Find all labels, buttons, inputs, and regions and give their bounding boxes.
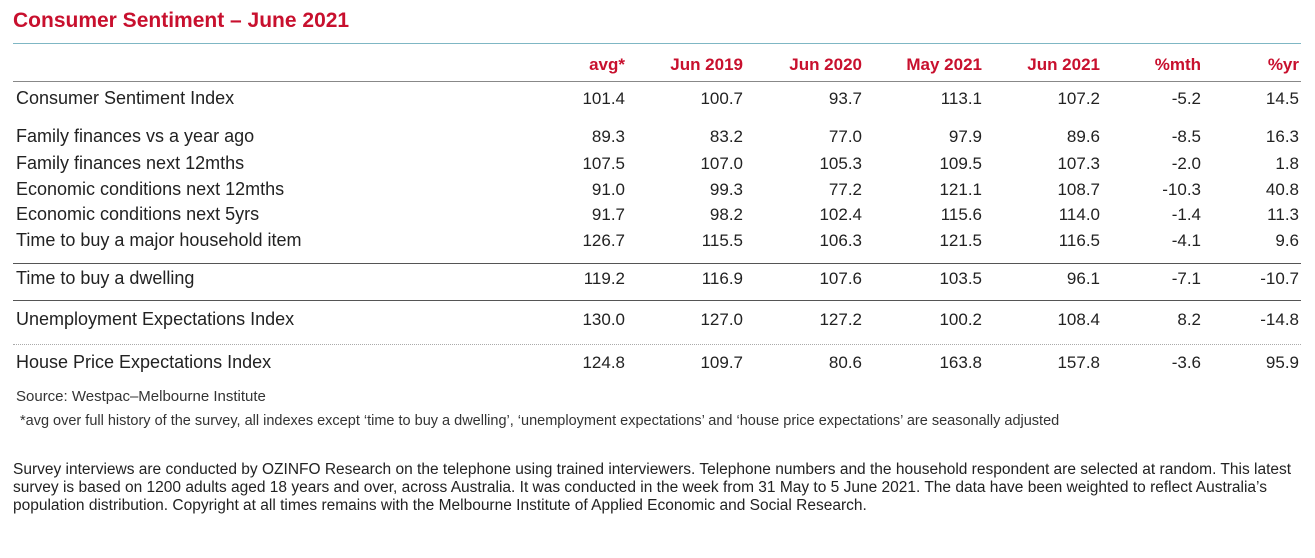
cell-jun-2021: 114.0	[1058, 205, 1100, 224]
cell-pct-mth: -2.0	[1171, 154, 1201, 173]
cell-avg: 107.5	[582, 154, 625, 173]
row-label: Economic conditions next 5yrs	[16, 204, 260, 224]
cell-jun-2020: 77.2	[828, 180, 862, 199]
table-row: Economic conditions next 5yrs 91.7 98.2 …	[0, 204, 1315, 226]
cell-pct-yr: 1.8	[1275, 154, 1299, 173]
row-label: Unemployment Expectations Index	[16, 309, 295, 329]
cell-jun-2020: 102.4	[819, 205, 862, 224]
cell-pct-mth: -1.4	[1171, 205, 1201, 224]
column-header-jun-2019: Jun 2019	[670, 55, 743, 74]
cell-jun-2019: 100.7	[700, 89, 743, 108]
table-row: Family finances next 12mths 107.5 107.0 …	[0, 153, 1315, 175]
cell-pct-yr: 9.6	[1275, 231, 1299, 250]
table-row: Unemployment Expectations Index 130.0 12…	[0, 309, 1315, 331]
footnote: *avg over full history of the survey, al…	[20, 413, 1060, 429]
row-label: House Price Expectations Index	[16, 352, 272, 372]
row-label: Consumer Sentiment Index	[16, 88, 235, 108]
cell-pct-mth: -5.2	[1171, 89, 1201, 108]
table-row: Time to buy a major household item 126.7…	[0, 230, 1315, 252]
column-header-jun-2021: Jun 2021	[1027, 55, 1100, 74]
row-divider	[13, 263, 1301, 264]
cell-jun-2019: 83.2	[709, 127, 743, 146]
cell-jun-2021: 108.4	[1057, 310, 1100, 329]
cell-avg: 89.3	[591, 127, 625, 146]
cell-jun-2021: 157.8	[1057, 353, 1100, 372]
cell-jun-2021: 89.6	[1066, 127, 1100, 146]
cell-jun-2019: 98.2	[709, 205, 743, 224]
header-divider	[13, 81, 1301, 82]
cell-may-2021: 115.6	[940, 205, 982, 224]
cell-pct-mth: -10.3	[1162, 180, 1201, 199]
cell-pct-yr: 40.8	[1265, 180, 1299, 199]
cell-jun-2021: 107.2	[1057, 89, 1100, 108]
cell-jun-2021: 96.1	[1066, 269, 1100, 288]
cell-pct-yr: -10.7	[1260, 269, 1299, 288]
cell-avg: 119.2	[583, 269, 625, 288]
row-label: Economic conditions next 12mths	[16, 179, 285, 199]
row-label: Time to buy a dwelling	[16, 268, 195, 288]
cell-jun-2019: 99.3	[709, 180, 743, 199]
cell-may-2021: 113.1	[940, 89, 982, 108]
cell-jun-2020: 105.3	[819, 154, 862, 173]
cell-may-2021: 103.5	[939, 269, 982, 288]
cell-jun-2021: 107.3	[1057, 154, 1100, 173]
column-header-pct-yr: %yr	[1267, 55, 1299, 74]
table-row: Family finances vs a year ago 89.3 83.2 …	[0, 126, 1315, 148]
cell-pct-mth: -3.6	[1171, 353, 1201, 372]
cell-pct-yr: 16.3	[1265, 127, 1299, 146]
cell-may-2021: 100.2	[939, 310, 982, 329]
cell-avg: 130.0	[582, 310, 625, 329]
cell-jun-2020: 127.2	[819, 310, 862, 329]
cell-jun-2020: 106.3	[819, 231, 862, 250]
row-divider	[13, 300, 1301, 301]
cell-jun-2021: 108.7	[1057, 180, 1100, 199]
row-label: Family finances vs a year ago	[16, 126, 255, 146]
cell-jun-2019: 107.0	[700, 154, 743, 173]
row-label: Family finances next 12mths	[16, 153, 245, 173]
cell-jun-2019: 109.7	[700, 353, 743, 372]
cell-avg: 91.0	[591, 180, 625, 199]
cell-jun-2019: 127.0	[700, 310, 743, 329]
column-header-may-2021: May 2021	[906, 55, 982, 74]
cell-avg: 101.4	[582, 89, 625, 108]
cell-pct-mth: 8.2	[1177, 310, 1201, 329]
cell-avg: 126.7	[582, 231, 625, 250]
cell-jun-2019: 116.9	[701, 269, 743, 288]
table-row: House Price Expectations Index 124.8 109…	[0, 352, 1315, 374]
cell-pct-yr: 11.3	[1267, 205, 1299, 224]
cell-avg: 91.7	[591, 205, 625, 224]
cell-pct-yr: 14.5	[1265, 89, 1299, 108]
cell-jun-2020: 107.6	[819, 269, 862, 288]
cell-may-2021: 121.1	[939, 180, 982, 199]
cell-jun-2020: 93.7	[828, 89, 862, 108]
cell-pct-mth: -8.5	[1171, 127, 1201, 146]
row-label: Time to buy a major household item	[16, 230, 302, 250]
table-row: Economic conditions next 12mths 91.0 99.…	[0, 179, 1315, 201]
cell-may-2021: 163.8	[939, 353, 982, 372]
column-header-pct-mth: %mth	[1154, 55, 1201, 74]
cell-may-2021: 121.5	[939, 231, 982, 250]
cell-pct-mth: -4.1	[1171, 231, 1201, 250]
source-note: Source: Westpac–Melbourne Institute	[16, 388, 266, 405]
table-row: Consumer Sentiment Index 101.4 100.7 93.…	[0, 88, 1315, 110]
cell-jun-2020: 80.6	[828, 353, 862, 372]
cell-avg: 124.8	[582, 353, 625, 372]
title-divider	[13, 43, 1301, 44]
cell-pct-yr: -14.8	[1260, 310, 1299, 329]
column-header-avg: avg*	[589, 55, 625, 74]
table-row: Time to buy a dwelling 119.2 116.9 107.6…	[0, 268, 1315, 290]
page-title: Consumer Sentiment – June 2021	[13, 9, 350, 32]
cell-pct-mth: -7.1	[1171, 269, 1201, 288]
row-divider	[13, 344, 1301, 345]
column-header-jun-2020: Jun 2020	[789, 55, 862, 74]
cell-pct-yr: 95.9	[1265, 353, 1299, 372]
cell-jun-2021: 116.5	[1058, 231, 1100, 250]
cell-may-2021: 109.5	[939, 154, 982, 173]
methodology-paragraph: Survey interviews are conducted by OZINF…	[13, 461, 1292, 514]
cell-may-2021: 97.9	[948, 127, 982, 146]
cell-jun-2019: 115.5	[701, 231, 743, 250]
cell-jun-2020: 77.0	[828, 127, 862, 146]
